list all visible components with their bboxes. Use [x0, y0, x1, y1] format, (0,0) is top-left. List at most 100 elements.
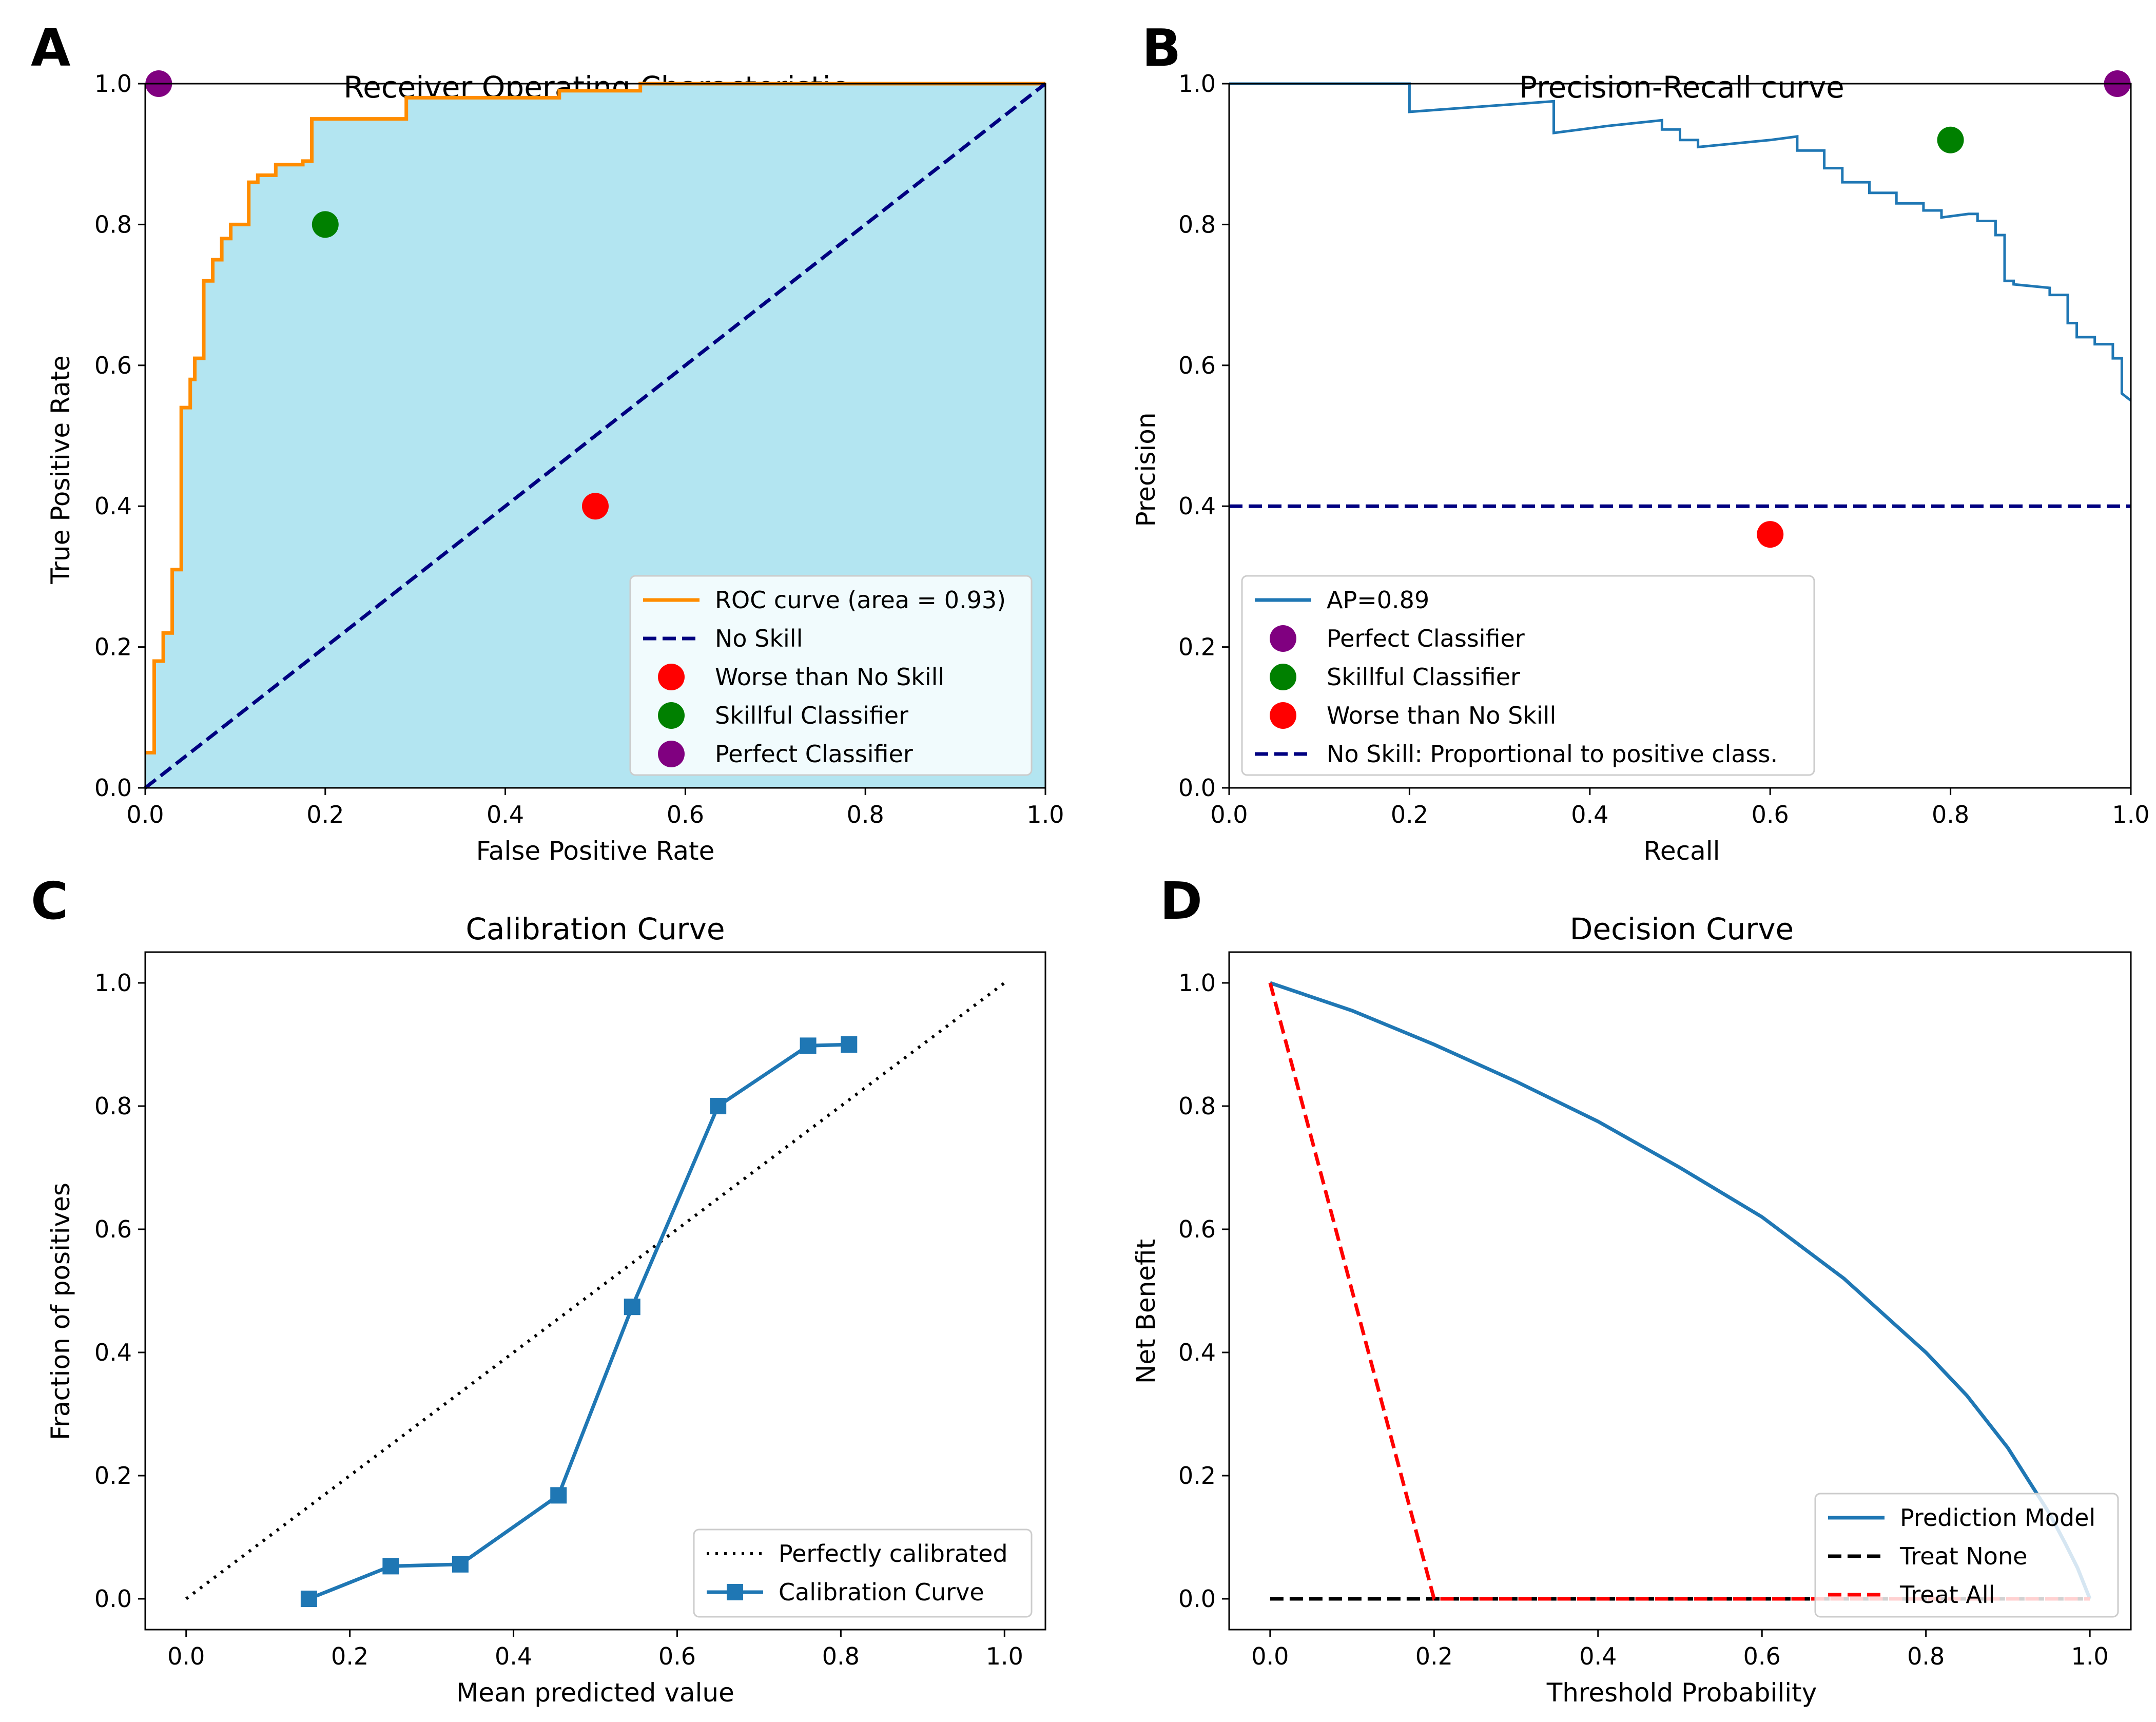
- panel-a-ytick-label: 0.8: [94, 210, 132, 238]
- panel-b-legend-box: [1241, 575, 1815, 776]
- panel-a-xtick-label: 0.6: [667, 801, 704, 828]
- panel-c-ytick-label: 0.4: [94, 1339, 132, 1366]
- panel-c-ytick-label: 0.6: [94, 1215, 132, 1243]
- panel-a-legend-handle: [658, 664, 685, 690]
- panel-b-legend-label: Worse than No Skill: [1327, 702, 1556, 729]
- panel-c-title: Calibration Curve: [465, 912, 725, 946]
- panel-c-axes-frame: [144, 951, 1046, 1631]
- panel-b-legend-label: No Skill: Proportional to positive class…: [1327, 740, 1778, 768]
- panel-a-legend-label: No Skill: [715, 625, 803, 652]
- panel-d-legend-label: Prediction Model: [1900, 1504, 2095, 1532]
- panel-c-ytick-label: 0.8: [94, 1092, 132, 1120]
- panel-letter-a: A: [31, 18, 70, 78]
- panel-a-xtick-label: 1.0: [1026, 801, 1064, 828]
- panel-d-ylabel: Net Benefit: [1131, 1239, 1161, 1384]
- panel-b-xlabel: Recall: [1643, 836, 1720, 866]
- panel-d-title: Decision Curve: [1570, 912, 1794, 946]
- panel-a-xtick-label: 0.8: [847, 801, 884, 828]
- panel-c-legend-box: [693, 1528, 1033, 1618]
- panel-b-ytick-label: 1.0: [1178, 70, 1216, 98]
- panel-c-series-calibration-curve-marker: [382, 1558, 399, 1575]
- panel-b-ytick-label: 0.0: [1178, 774, 1216, 802]
- panel-b-xtick-label: 1.0: [2112, 801, 2149, 828]
- panel-d-xtick-label: 0.2: [1415, 1642, 1453, 1670]
- panel-b-xtick-label: 0.6: [1752, 801, 1789, 828]
- panel-a-ytick-label: 0.0: [94, 774, 132, 802]
- panel-a-legend-handle: [658, 702, 685, 729]
- panel-a-ytick-label: 0.4: [94, 492, 132, 520]
- panel-c-series-calibration-curve-marker: [550, 1487, 567, 1504]
- panel-b-title: Precision-Recall curve: [1519, 70, 1844, 105]
- panel-c-legend-handle-marker: [727, 1584, 743, 1600]
- panel-d-ytick-label: 0.6: [1178, 1215, 1216, 1243]
- panel-b-series-worse-than-no-skill-point: [1757, 521, 1784, 548]
- panel-a-legend-label: Skillful Classifier: [715, 702, 908, 729]
- panel-c-xtick-label: 0.2: [331, 1642, 368, 1670]
- panel-d-ytick-label: 0.8: [1178, 1092, 1216, 1120]
- panel-b-legend-handle: [1270, 702, 1296, 729]
- panel-d-xtick-label: 0.4: [1579, 1642, 1617, 1670]
- panel-b-legend-label: Perfect Classifier: [1327, 625, 1525, 652]
- panel-a-series-worse-than-no-skill-point: [582, 493, 609, 520]
- panel-d-legend-label: Treat All: [1899, 1581, 1995, 1609]
- panel-b-axes-frame: [1228, 83, 2132, 789]
- panel-d-xtick-label: 1.0: [2071, 1642, 2109, 1670]
- panel-a-legend-label: Perfect Classifier: [715, 740, 913, 768]
- panel-b-legend-handle: [1270, 625, 1296, 652]
- panel-b-ytick-label: 0.2: [1178, 633, 1216, 661]
- panel-b-series-skillful-classifier-point: [1937, 126, 1964, 153]
- panel-d-ytick-label: 1.0: [1178, 969, 1216, 997]
- panel-c-series-calibration-curve-marker: [710, 1098, 727, 1114]
- panel-c-ytick-label: 1.0: [94, 969, 132, 997]
- panel-c-series-calibration-curve-line: [308, 1042, 849, 1601]
- panel-d-axes-frame: [1228, 951, 2132, 1631]
- panel-c-ytick-label: 0.2: [94, 1462, 132, 1489]
- panel-a-series-skillful-classifier-point: [312, 211, 339, 238]
- panel-c-series-calibration-curve-marker: [800, 1037, 817, 1054]
- panel-c: C Calibration Curve Mean predicted value…: [31, 871, 1046, 1708]
- panel-a-series-no-skill-line: [144, 82, 1047, 789]
- panel-letter-b: B: [1142, 18, 1181, 78]
- panel-d-legend-box: [1814, 1493, 2119, 1618]
- panel-a-ylabel: True Positive Rate: [46, 355, 75, 584]
- panel-a-axes-frame: [144, 83, 1046, 789]
- panel-d-ytick-label: 0.2: [1178, 1462, 1216, 1489]
- panel-a-legend-box: [629, 575, 1033, 776]
- panel-b-legend-handle: [1270, 664, 1296, 690]
- panel-c-xtick-label: 0.6: [658, 1642, 696, 1670]
- panel-d-legend-label: Treat None: [1899, 1542, 2027, 1570]
- panel-c-series-calibration-curve-marker: [624, 1299, 640, 1315]
- panel-c-xtick-label: 1.0: [986, 1642, 1023, 1670]
- panel-a-ytick-label: 0.6: [94, 352, 132, 379]
- panel-a-xlabel: False Positive Rate: [476, 836, 715, 866]
- panel-c-xtick-label: 0.0: [167, 1642, 205, 1670]
- panel-b-ytick-label: 0.8: [1178, 210, 1216, 238]
- panel-a-ytick-label: 1.0: [94, 70, 132, 98]
- panel-c-ylabel: Fraction of positives: [46, 1183, 75, 1440]
- panel-b-legend-label: Skillful Classifier: [1327, 663, 1520, 691]
- panel-b-ytick-label: 0.4: [1178, 492, 1216, 520]
- panel-b-xtick-label: 0.0: [1210, 801, 1248, 828]
- panel-a: A Receiver Operating Characteristic Fals…: [31, 18, 1064, 866]
- panel-letter-d: D: [1160, 871, 1202, 931]
- panel-c-series-calibration-curve-marker: [300, 1591, 317, 1607]
- panel-c-legend-label: Perfectly calibrated: [779, 1540, 1008, 1568]
- panel-a-series-roc-curve-area-0-93-line: [145, 82, 1045, 754]
- panel-a-xtick-label: 0.4: [487, 801, 524, 828]
- panel-d-xtick-label: 0.8: [1907, 1642, 1945, 1670]
- panel-letter-c: C: [31, 871, 68, 931]
- panel-d-xlabel: Threshold Probability: [1546, 1678, 1817, 1708]
- panel-c-legend-label: Calibration Curve: [779, 1578, 984, 1606]
- panel-a-legend-label: Worse than No Skill: [715, 663, 944, 691]
- panel-c-xtick-label: 0.8: [822, 1642, 860, 1670]
- panel-b-series-ap-0-89-line: [1229, 82, 2132, 402]
- panel-a-ytick-label: 0.2: [94, 633, 132, 661]
- panel-d-ytick-label: 0.0: [1178, 1585, 1216, 1613]
- panel-b-legend-label: AP=0.89: [1327, 586, 1429, 614]
- panel-b-xtick-label: 0.8: [1932, 801, 1969, 828]
- panel-a-xtick-label: 0.0: [126, 801, 164, 828]
- panel-c-xlabel: Mean predicted value: [456, 1678, 734, 1708]
- panel-b-ylabel: Precision: [1131, 412, 1161, 527]
- panel-c-series-calibration-curve-marker: [841, 1036, 858, 1053]
